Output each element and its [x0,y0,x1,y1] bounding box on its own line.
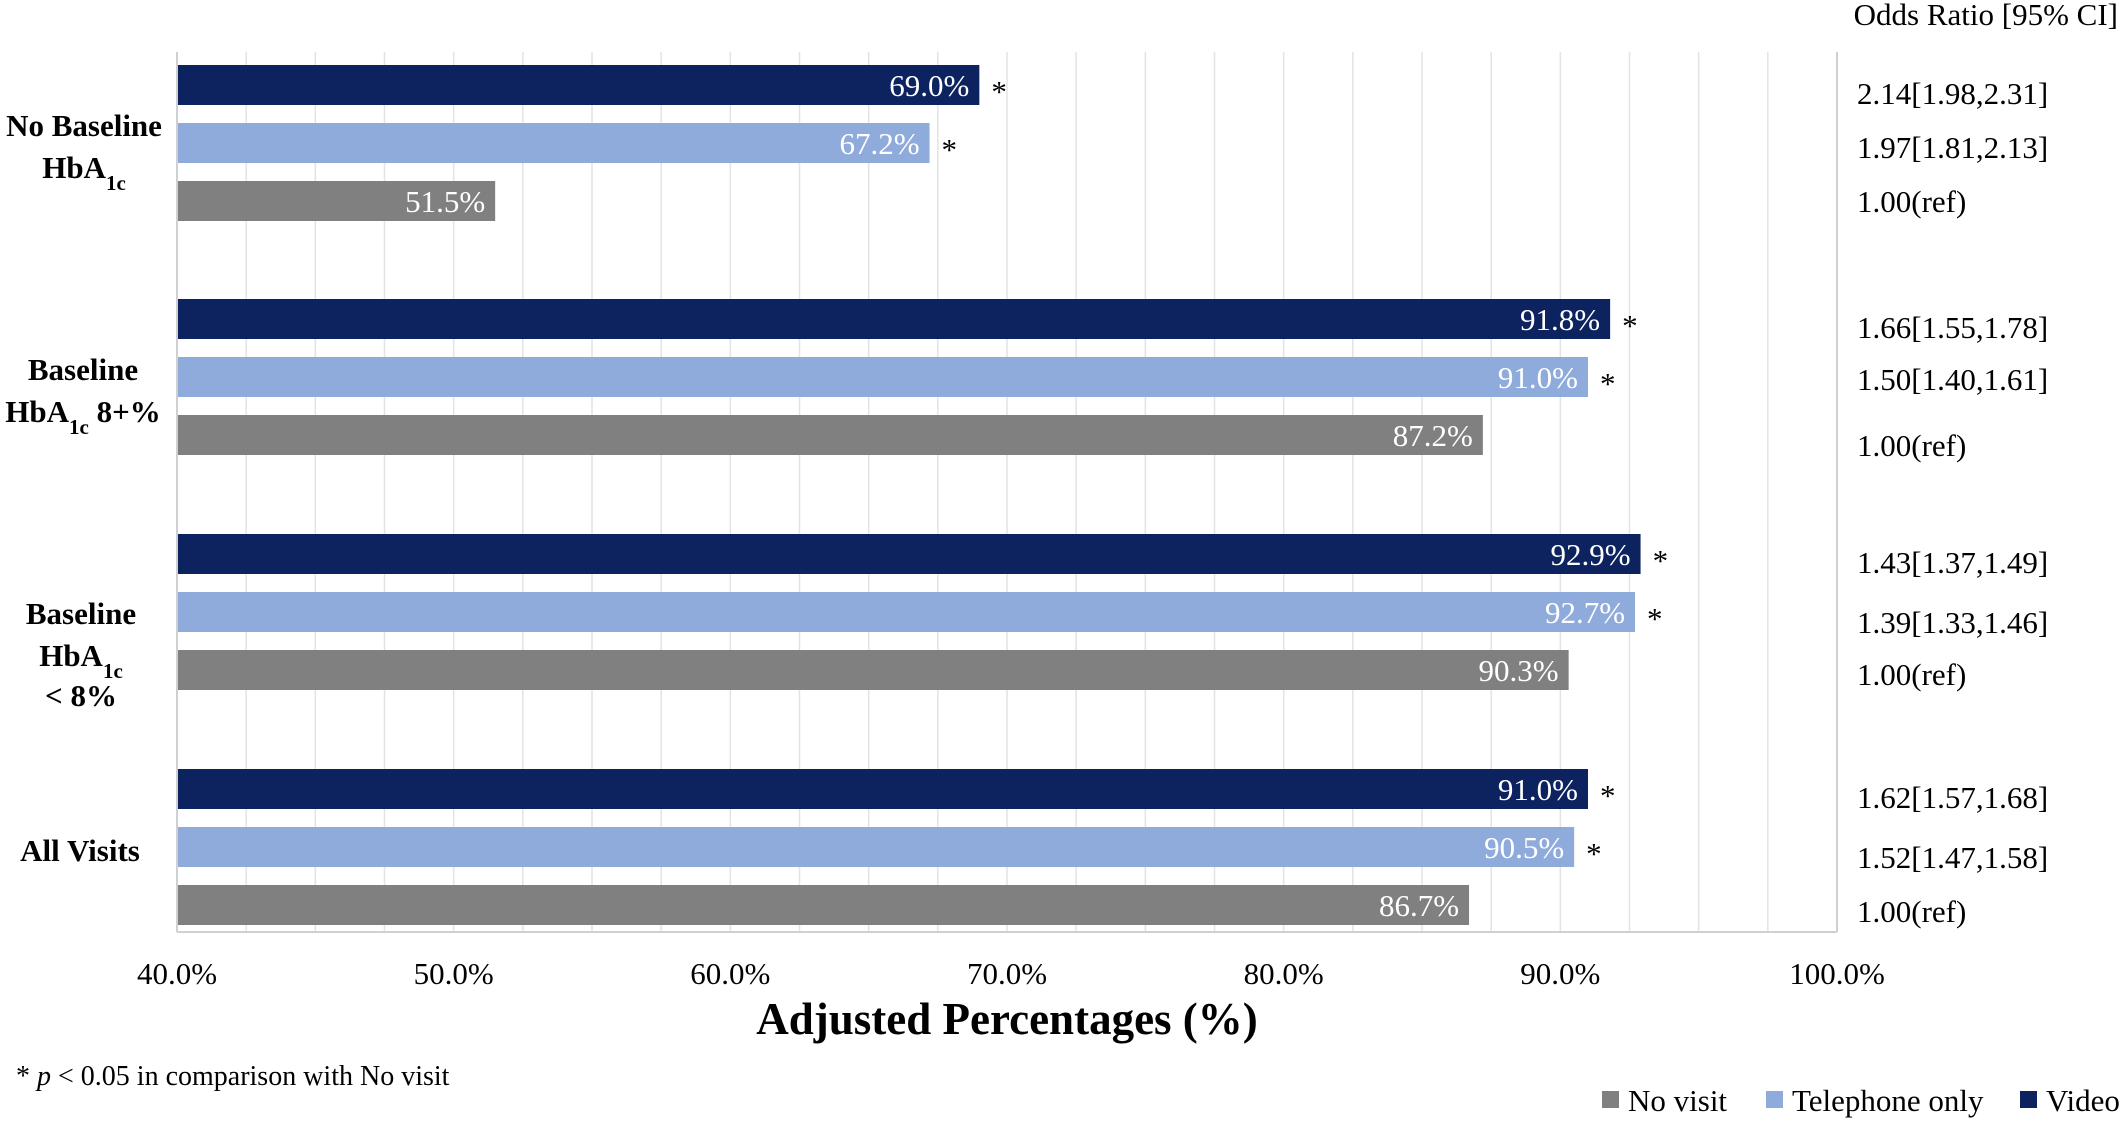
bar [177,181,496,221]
bars: 69.0% *67.2% *51.5%91.8% *91.0% *87.2%92.9% *… [177,65,1668,925]
significance-star: * [1600,778,1616,813]
odds-ratio-header: Odds Ratio [95% CI] [1854,0,2118,32]
category-label: Baseline [26,596,136,631]
odds-ratio-value: 1.00(ref) [1857,894,1966,929]
odds-ratio-value: 1.50[1.40,1.61] [1857,362,2048,397]
category-labels: No Baseline HbA1c Baseline HbA1c 8+% Baselin… [5,108,162,868]
bar-data-label: 91.0% [1498,360,1578,395]
significance-star: * [942,132,958,167]
bar [177,65,980,105]
odds-ratio-value: 1.62[1.57,1.68] [1857,780,2048,815]
bar-data-label: 69.0% [889,68,969,103]
bar [177,357,1588,397]
category-label: HbA1c 8+% [5,394,161,439]
legend-label: No visit [1628,1083,1727,1118]
odds-ratio-value: 1.00(ref) [1857,657,1966,692]
significance-star: * [991,74,1007,109]
legend-label: Video [2046,1083,2120,1118]
bar [177,123,930,163]
bar-data-label: 90.5% [1484,830,1564,865]
significance-star: * [1600,366,1616,401]
x-tick-label: 50.0% [414,956,494,991]
category-label: All Visits [20,833,140,868]
significance-star: * [1622,308,1638,343]
bar-data-label: 92.9% [1550,537,1630,572]
x-tick-label: 40.0% [137,956,217,991]
bar [177,885,1470,925]
bar [177,534,1641,574]
bar [177,769,1588,809]
category-label: No Baseline [6,108,162,143]
category-label: HbA1c [39,638,123,683]
legend-swatch [2020,1091,2037,1108]
odds-ratio-value: 1.97[1.81,2.13] [1857,130,2048,165]
x-tick-label: 100.0% [1789,956,1885,991]
bar-data-label: 92.7% [1545,595,1625,630]
bar-data-label: 51.5% [405,184,485,219]
bar [177,827,1575,867]
bar-data-label: 90.3% [1479,653,1559,688]
legend-swatch [1602,1091,1619,1108]
bar [177,415,1483,455]
significance-star: * [1653,543,1669,578]
significance-star: * [1647,601,1663,636]
category-label: Baseline [28,352,138,387]
bar [177,299,1611,339]
significance-star: * [1586,836,1602,871]
odds-ratio-value: 1.00(ref) [1857,428,1966,463]
odds-ratio-value: 1.39[1.33,1.46] [1857,605,2048,640]
bar [177,650,1569,690]
bar-data-label: 86.7% [1379,888,1459,923]
legend-label: Telephone only [1792,1083,1984,1118]
x-tick-label: 80.0% [1244,956,1324,991]
bar-data-label: 91.0% [1498,772,1578,807]
x-tick-label: 60.0% [690,956,770,991]
odds-ratio-column: Odds Ratio [95% CI] 2.14[1.98,2.31] 1.97[1… [1854,0,2118,929]
legend-swatch [1766,1091,1783,1108]
x-tick-label: 90.0% [1520,956,1600,991]
bar [177,592,1636,632]
odds-ratio-value: 1.52[1.47,1.58] [1857,840,2048,875]
odds-ratio-value: 2.14[1.98,2.31] [1857,76,2048,111]
bar-data-label: 91.8% [1520,302,1600,337]
odds-ratio-value: 1.43[1.37,1.49] [1857,545,2048,580]
x-axis: 40.0% 50.0% 60.0% 70.0% 80.0% 90.0% 100.0% Adju… [137,52,1885,1044]
x-tick-label: 70.0% [967,956,1047,991]
footnote: * p < 0.05 in comparison with No visit [16,1061,450,1092]
legend: No visit Telephone only Video [1602,1083,2120,1118]
category-label: < 8% [45,678,117,713]
footnote-text: * p < 0.05 in comparison with No visit [16,1061,450,1092]
odds-ratio-value: 1.00(ref) [1857,184,1966,219]
bar-data-label: 87.2% [1393,418,1473,453]
category-label: HbA1c [42,150,126,195]
odds-ratio-value: 1.66[1.55,1.78] [1857,310,2048,345]
x-axis-title: Adjusted Percentages (%) [756,994,1258,1044]
bar-data-label: 67.2% [839,126,919,161]
